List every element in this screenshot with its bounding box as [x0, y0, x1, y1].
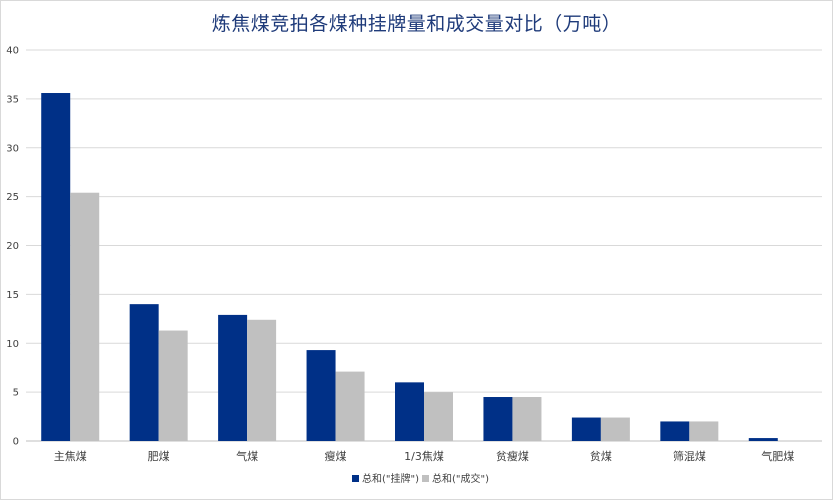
bar-traded — [600, 417, 630, 441]
x-tick-label: 气煤 — [236, 449, 258, 463]
bar-traded — [512, 397, 542, 441]
chart-title: 炼焦煤竞拍各煤种挂牌量和成交量对比（万吨） — [211, 13, 622, 35]
bar-listed — [748, 438, 778, 441]
bar-listed — [483, 397, 513, 441]
bar-listed — [395, 382, 424, 441]
bar-traded — [247, 319, 277, 441]
y-tick-label: 30 — [6, 143, 19, 154]
y-tick-label: 20 — [6, 241, 19, 252]
x-tick-label: 1/3焦煤 — [404, 450, 444, 463]
y-tick-label: 10 — [6, 339, 19, 350]
x-tick-label: 主焦煤 — [54, 450, 87, 463]
bar-listed — [41, 93, 71, 441]
x-tick-label: 贫煤 — [590, 449, 612, 463]
x-tick-label: 瘦煤 — [325, 449, 347, 463]
bar-traded — [158, 330, 188, 441]
bar-traded — [689, 421, 719, 441]
y-tick-label: 40 — [6, 46, 19, 57]
bar-listed — [218, 314, 248, 441]
x-tick-label: 肥煤 — [148, 450, 170, 463]
bar-traded — [335, 371, 365, 441]
bar-listed — [660, 421, 690, 441]
bar-traded — [424, 392, 453, 441]
legend-label: 总和("成交") — [432, 472, 489, 485]
y-tick-label: 0 — [13, 437, 19, 448]
legend-swatch — [422, 475, 429, 482]
y-tick-label: 25 — [6, 192, 19, 203]
legend-swatch — [352, 475, 359, 482]
legend-label: 总和("挂牌") — [362, 472, 419, 485]
bar-listed — [129, 304, 159, 441]
x-tick-label: 气肥煤 — [761, 449, 794, 463]
x-tick-label: 贫瘦煤 — [496, 449, 529, 463]
x-tick-label: 筛混煤 — [673, 449, 706, 463]
y-tick-label: 15 — [6, 290, 19, 301]
bar-traded — [70, 192, 100, 441]
y-tick-label: 35 — [6, 94, 19, 105]
y-tick-label: 5 — [13, 388, 19, 399]
bar-listed — [306, 350, 336, 441]
bar-listed — [571, 417, 601, 441]
